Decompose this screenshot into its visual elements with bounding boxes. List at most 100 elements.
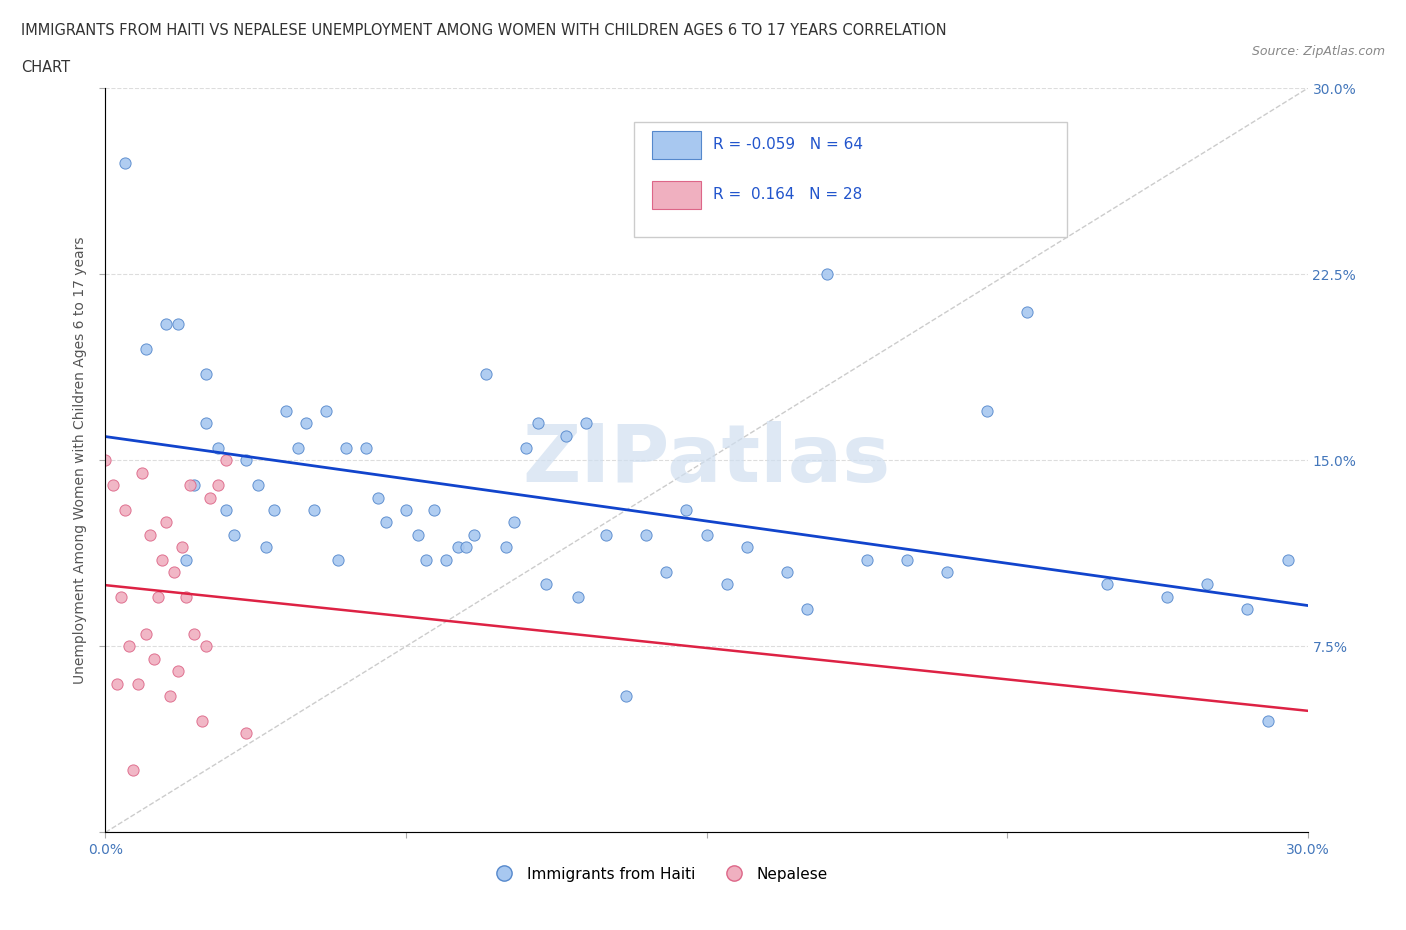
- Point: [1156, 590, 1178, 604]
- Point: [936, 565, 959, 579]
- Text: R = -0.059   N = 64: R = -0.059 N = 64: [713, 138, 862, 153]
- Point: [159, 688, 181, 703]
- Point: [166, 664, 188, 679]
- Text: IMMIGRANTS FROM HAITI VS NEPALESE UNEMPLOYMENT AMONG WOMEN WITH CHILDREN AGES 6 : IMMIGRANTS FROM HAITI VS NEPALESE UNEMPL…: [21, 23, 946, 38]
- Point: [423, 502, 446, 517]
- Point: [207, 478, 229, 493]
- Point: [1277, 552, 1299, 567]
- Point: [214, 453, 236, 468]
- Point: [326, 552, 349, 567]
- Point: [335, 441, 357, 456]
- Point: [287, 441, 309, 456]
- Point: [246, 478, 269, 493]
- Point: [174, 590, 197, 604]
- Point: [162, 565, 184, 579]
- Point: [354, 441, 377, 456]
- Point: [395, 502, 418, 517]
- Point: [194, 639, 217, 654]
- Point: [1097, 577, 1119, 591]
- Point: [796, 602, 818, 617]
- Point: [274, 404, 297, 418]
- Point: [207, 441, 229, 456]
- Text: ZIPatlas: ZIPatlas: [523, 421, 890, 499]
- Point: [114, 155, 136, 170]
- Point: [103, 478, 125, 493]
- Point: [174, 552, 197, 567]
- Point: [190, 713, 212, 728]
- Point: [198, 490, 221, 505]
- Point: [527, 416, 550, 431]
- Point: [235, 453, 257, 468]
- Point: [295, 416, 318, 431]
- Point: [896, 552, 918, 567]
- Point: [1017, 304, 1039, 319]
- Point: [367, 490, 389, 505]
- Point: [214, 502, 236, 517]
- Point: [815, 267, 838, 282]
- Text: CHART: CHART: [21, 60, 70, 75]
- Point: [1197, 577, 1219, 591]
- Point: [716, 577, 738, 591]
- Point: [575, 416, 598, 431]
- Point: [567, 590, 589, 604]
- Point: [855, 552, 877, 567]
- Bar: [652, 180, 700, 209]
- Point: [636, 527, 658, 542]
- Point: [976, 404, 998, 418]
- Point: [503, 515, 526, 530]
- Point: [127, 676, 149, 691]
- Bar: [652, 131, 700, 159]
- Point: [616, 688, 638, 703]
- Point: [142, 651, 165, 666]
- FancyBboxPatch shape: [634, 122, 1067, 237]
- Point: [155, 515, 177, 530]
- Point: [155, 316, 177, 331]
- Point: [595, 527, 617, 542]
- Point: [374, 515, 398, 530]
- Point: [454, 539, 477, 554]
- Point: [1236, 602, 1258, 617]
- Point: [94, 453, 117, 468]
- Point: [146, 590, 169, 604]
- Point: [114, 502, 136, 517]
- Text: Source: ZipAtlas.com: Source: ZipAtlas.com: [1251, 45, 1385, 58]
- Point: [302, 502, 325, 517]
- Point: [1257, 713, 1279, 728]
- Point: [406, 527, 429, 542]
- Point: [675, 502, 697, 517]
- Point: [415, 552, 437, 567]
- Point: [495, 539, 517, 554]
- Point: [254, 539, 277, 554]
- Point: [555, 428, 578, 443]
- Point: [534, 577, 557, 591]
- Point: [135, 341, 157, 356]
- Point: [776, 565, 799, 579]
- Point: [475, 366, 498, 381]
- Point: [696, 527, 718, 542]
- Y-axis label: Unemployment Among Women with Children Ages 6 to 17 years: Unemployment Among Women with Children A…: [73, 236, 87, 684]
- Point: [655, 565, 678, 579]
- Point: [447, 539, 470, 554]
- Point: [170, 539, 193, 554]
- Point: [150, 552, 173, 567]
- Point: [122, 763, 145, 777]
- Point: [107, 676, 129, 691]
- Point: [735, 539, 758, 554]
- Point: [463, 527, 485, 542]
- Point: [179, 478, 201, 493]
- Text: R =  0.164   N = 28: R = 0.164 N = 28: [713, 187, 862, 202]
- Point: [263, 502, 285, 517]
- Point: [183, 478, 205, 493]
- Point: [135, 627, 157, 642]
- Point: [194, 416, 217, 431]
- Point: [235, 725, 257, 740]
- Point: [110, 590, 132, 604]
- Point: [138, 527, 160, 542]
- Point: [131, 465, 153, 480]
- Point: [515, 441, 537, 456]
- Point: [118, 639, 141, 654]
- Point: [222, 527, 245, 542]
- Point: [183, 627, 205, 642]
- Legend: Immigrants from Haiti, Nepalese: Immigrants from Haiti, Nepalese: [482, 861, 834, 888]
- Point: [166, 316, 188, 331]
